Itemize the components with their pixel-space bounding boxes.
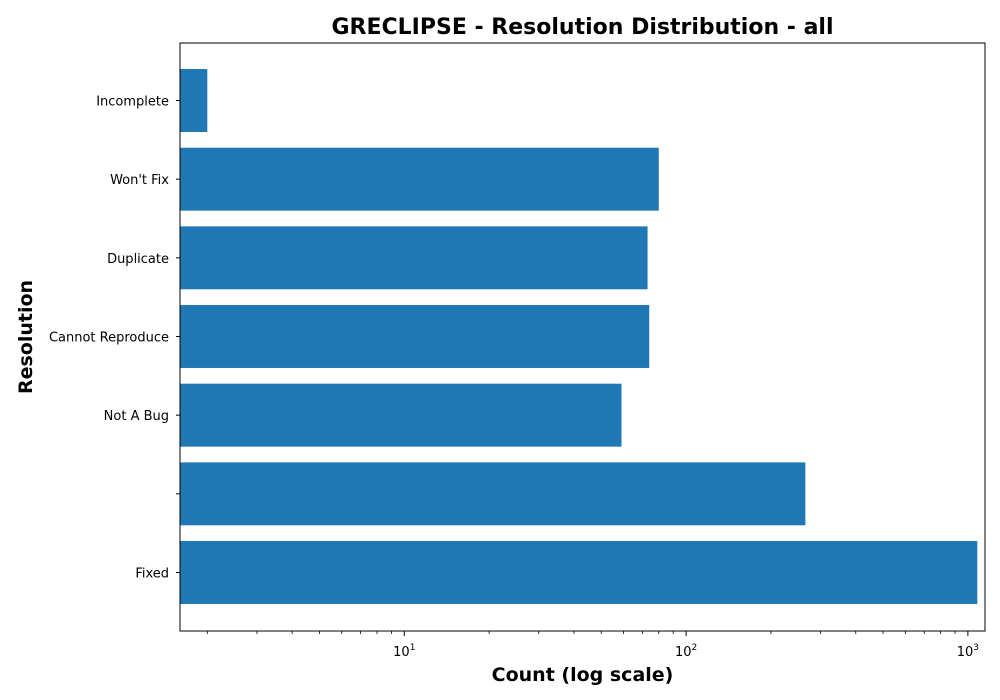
x-axis-label: Count (log scale) (492, 664, 674, 686)
y-tick-label: Incomplete (96, 95, 169, 110)
bar-2 (180, 383, 622, 447)
x-tick-label: 101 (393, 643, 415, 660)
bar-6 (180, 69, 208, 132)
y-tick-label: Duplicate (107, 252, 169, 267)
y-tick-label: Fixed (135, 567, 169, 582)
y-tick-label: Cannot Reproduce (49, 331, 169, 346)
y-tick-label: Not A Bug (104, 409, 169, 424)
x-tick-label: 102 (675, 643, 697, 660)
bar-4 (180, 226, 648, 290)
bar-3 (180, 305, 650, 368)
y-tick-label: Won't Fix (110, 173, 169, 188)
bar-0 (180, 541, 978, 604)
chart-title: GRECLIPSE - Resolution Distribution - al… (331, 15, 833, 40)
bar-5 (180, 147, 659, 211)
y-axis-label: Resolution (15, 280, 37, 394)
plot-area-frame (179, 42, 986, 632)
x-tick-label: 103 (957, 643, 979, 660)
bar-1 (180, 462, 806, 526)
